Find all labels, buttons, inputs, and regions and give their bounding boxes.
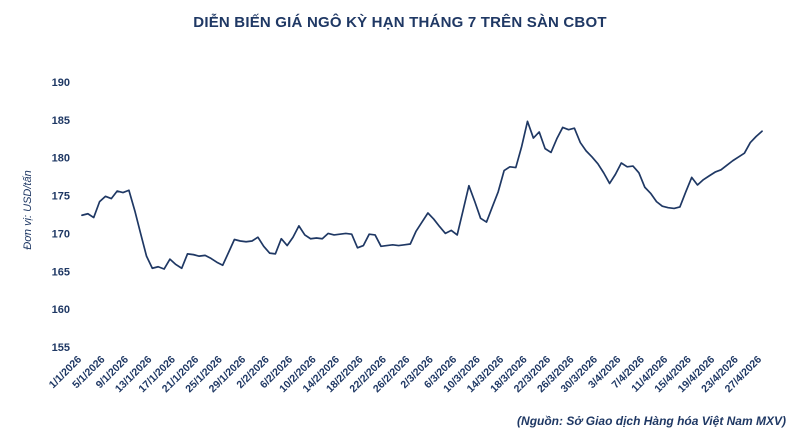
line-chart: 1551601651701751801851901/1/20265/1/2026…: [47, 77, 764, 395]
y-tick-label: 175: [52, 191, 70, 203]
y-tick-label: 160: [52, 304, 70, 316]
y-tick-label: 170: [52, 228, 70, 240]
price-line: [81, 120, 763, 270]
chart-title: DIỄN BIẾN GIÁ NGÔ KỲ HẠN THÁNG 7 TRÊN SÀ…: [193, 14, 607, 31]
y-tick-label: 180: [52, 153, 70, 165]
y-tick-label: 155: [52, 342, 70, 354]
y-tick-label: 190: [52, 77, 70, 89]
source-note: (Nguồn: Sở Giao dịch Hàng hóa Việt Nam M…: [517, 414, 786, 428]
y-tick-label: 185: [52, 115, 70, 127]
y-tick-label: 165: [52, 266, 70, 278]
